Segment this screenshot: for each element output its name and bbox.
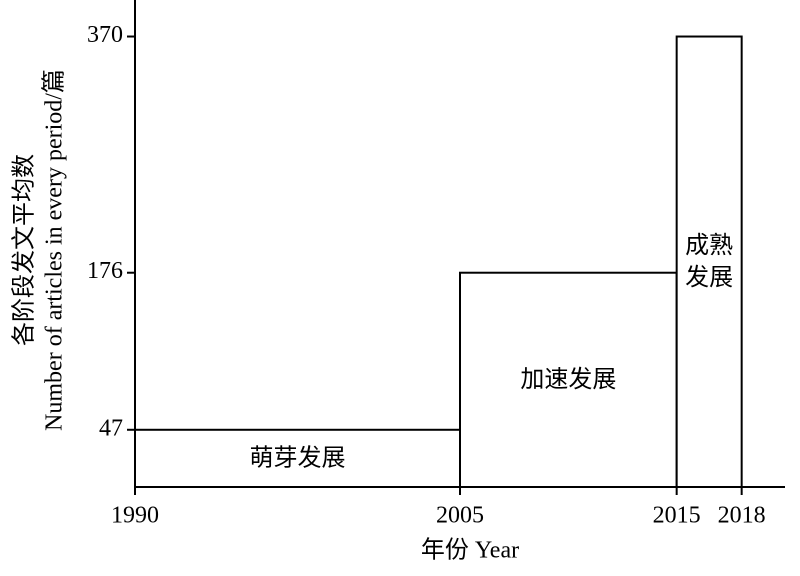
y-axis-label: Number of articles in every period/篇 (41, 69, 68, 431)
bar-annotation: 萌芽发展 (250, 443, 346, 471)
bar (675, 35, 743, 489)
y-tick-label: 370 (87, 22, 123, 48)
bar-annotation: 成熟 (685, 231, 733, 259)
bar (134, 428, 461, 488)
y-tick-label: 176 (87, 258, 123, 284)
y-axis-label: 各阶段发文平均数 (11, 154, 38, 346)
x-tick-label: 2015 (653, 503, 701, 529)
bar-annotation: 发展 (685, 263, 733, 291)
bar-annotation: 加速发展 (520, 365, 616, 393)
x-tick-label: 1990 (111, 503, 159, 529)
y-tick-label: 47 (99, 415, 123, 441)
x-axis-label: 年份 Year (421, 537, 519, 564)
x-tick-label: 2005 (436, 503, 484, 529)
x-tick-label: 2018 (718, 503, 766, 529)
bar (459, 271, 678, 488)
